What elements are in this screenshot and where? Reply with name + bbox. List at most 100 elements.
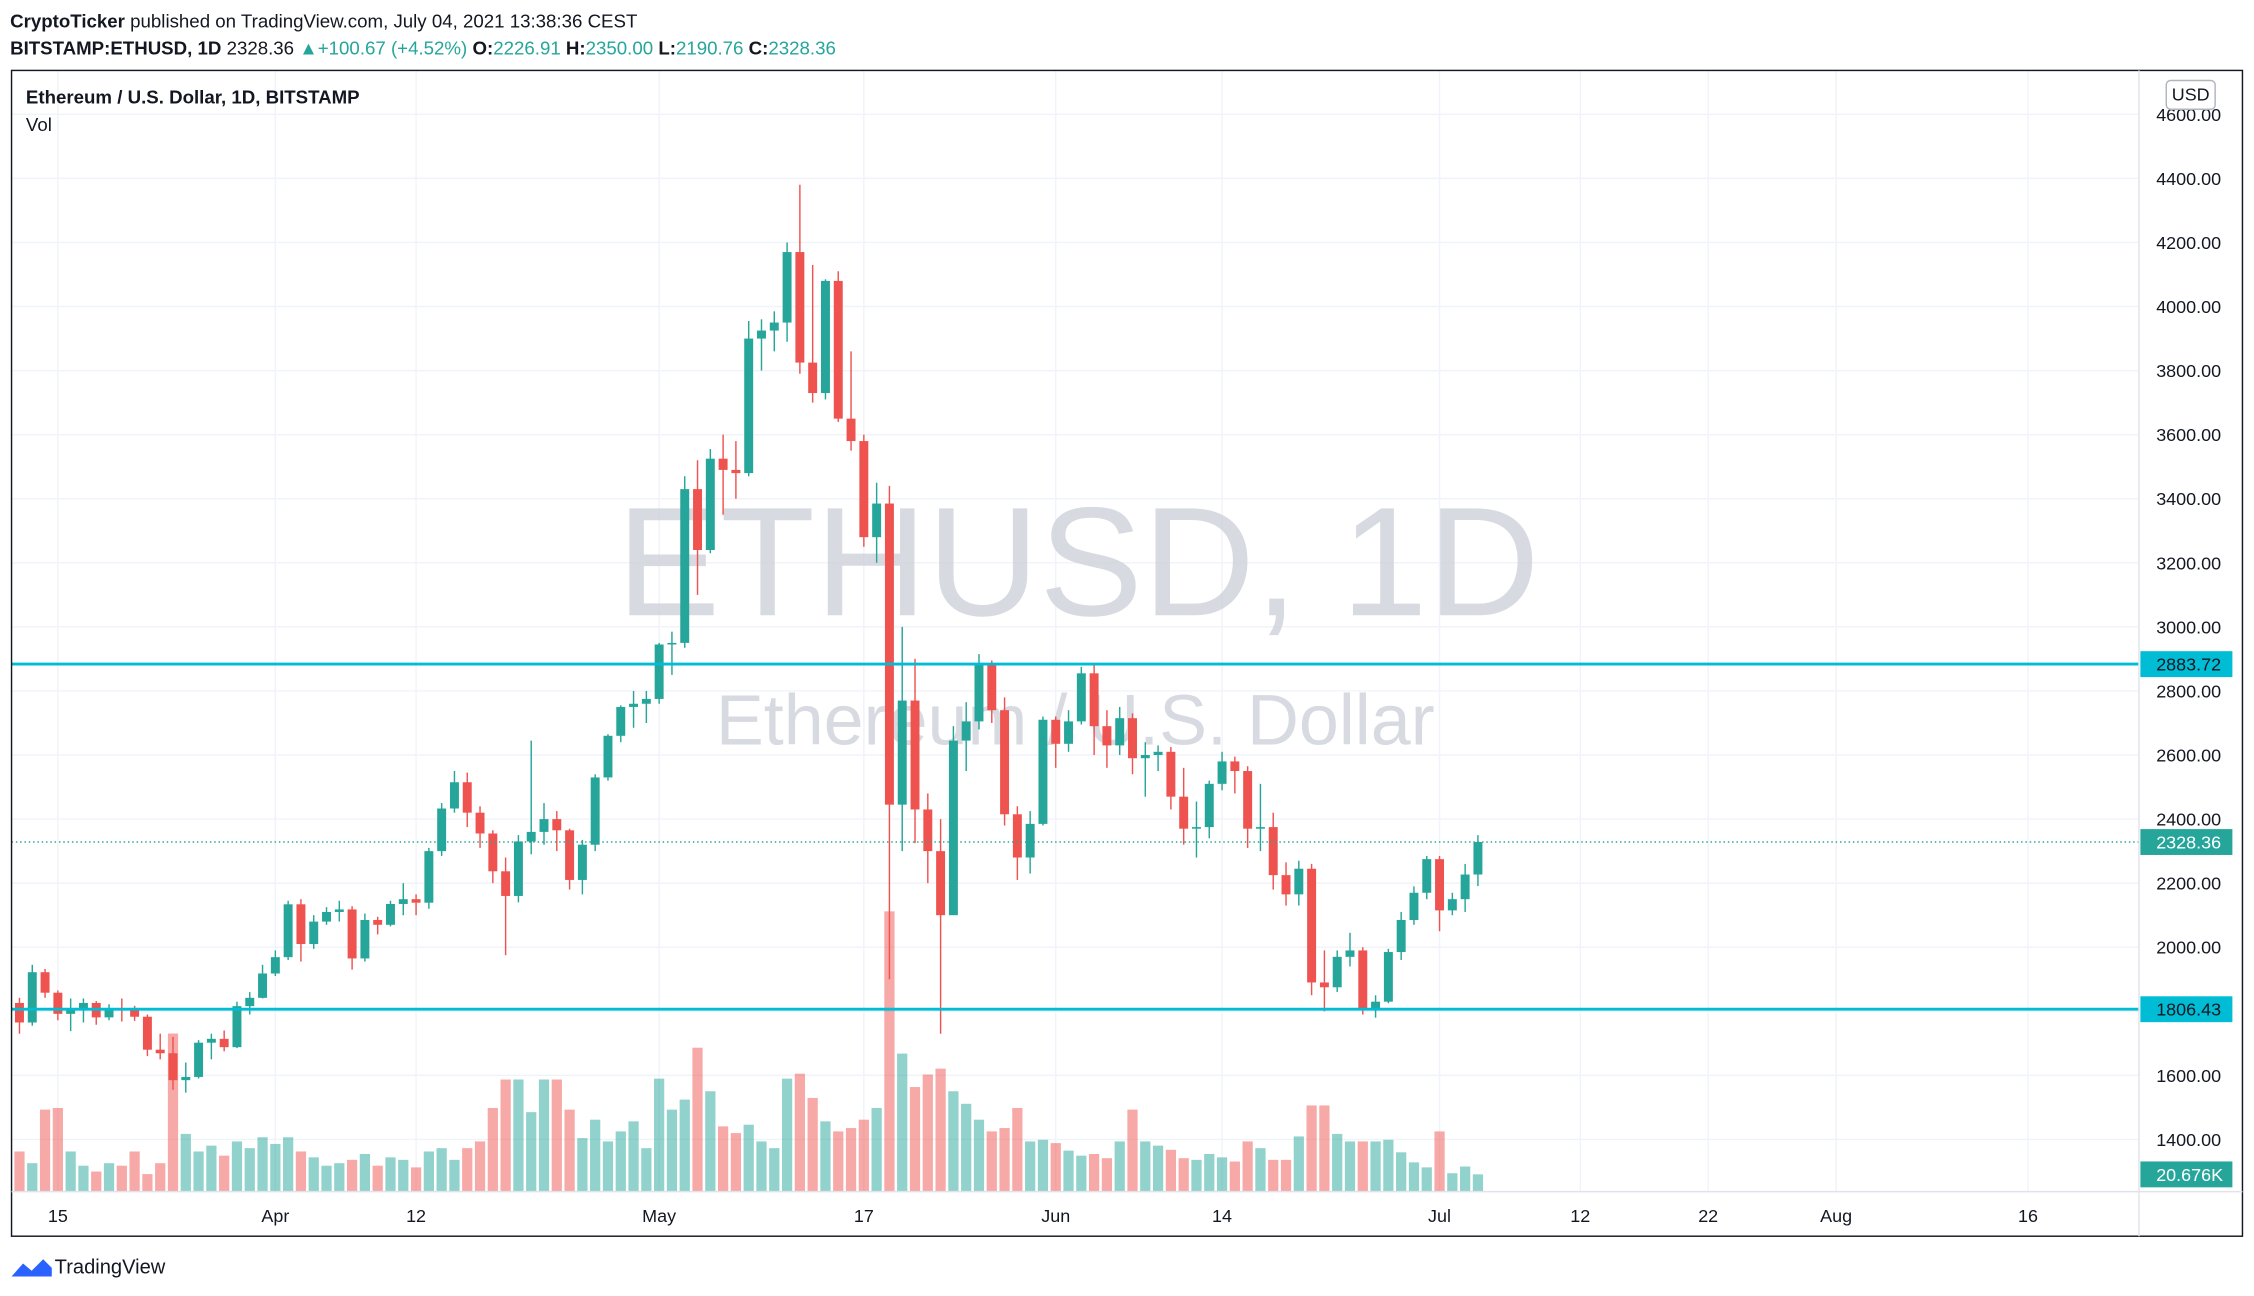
candle-body (808, 362, 818, 394)
volume-bar (1255, 1148, 1266, 1192)
candle-body (1000, 710, 1010, 815)
volume-bar (27, 1163, 38, 1192)
candle-body (1153, 751, 1163, 756)
price-label: 2883.72 (2156, 655, 2221, 675)
candle-body (936, 851, 946, 916)
candle-body (462, 782, 472, 813)
volume-label-box (2140, 1161, 2233, 1188)
candle-body (373, 919, 383, 925)
candle-body (948, 740, 958, 916)
volume-bar (206, 1145, 217, 1192)
volume-bar (730, 1133, 742, 1192)
published: published on TradingView.com, July 04, 2… (130, 10, 637, 31)
volume-bar (257, 1137, 268, 1192)
y-tick-label: 4200.00 (2156, 233, 2221, 253)
volume-bar (1357, 1141, 1368, 1192)
volume-bar (283, 1137, 294, 1192)
candle-body (910, 700, 920, 810)
volume-bar (423, 1151, 434, 1192)
candle-body (590, 777, 600, 845)
o-label: O: (472, 38, 493, 59)
volume-bar (1280, 1159, 1292, 1192)
candle-body (181, 1076, 191, 1081)
candle-body (1217, 761, 1227, 784)
candle-body (577, 844, 587, 880)
logo: TradingView (11, 1257, 166, 1279)
volume-bar (973, 1119, 985, 1192)
candle-body (360, 919, 370, 959)
volume-bar (948, 1091, 959, 1192)
candle-body (245, 997, 255, 1007)
volume-bar (1050, 1143, 1061, 1192)
candle-body (667, 642, 677, 645)
volume-bar (231, 1141, 243, 1192)
y-tick-label: 2200.00 (2156, 874, 2221, 894)
volume-bar (180, 1133, 191, 1192)
volume-bar (1293, 1136, 1304, 1192)
volume-bar (897, 1053, 908, 1192)
candle-body (641, 698, 651, 704)
candle-body (1076, 673, 1086, 722)
candle-body (884, 503, 894, 805)
last-price-label: 2328.36 (2156, 832, 2221, 852)
volume-bar (513, 1079, 524, 1192)
candle-body (1064, 721, 1074, 744)
volume-bar (1178, 1158, 1189, 1192)
volume-bar (1434, 1131, 1445, 1192)
volume-bar (526, 1112, 537, 1192)
header-line-1: CryptoTicker published on TradingView.co… (10, 10, 637, 31)
candle-body (1409, 892, 1419, 920)
candle-body (475, 812, 485, 834)
y-tick-label: 3600.00 (2156, 425, 2221, 445)
volume-bar (219, 1155, 230, 1192)
candle-body (1012, 814, 1022, 858)
volume-bar (538, 1079, 550, 1192)
candle-body (769, 322, 779, 331)
y-tick-label: 3200.00 (2156, 553, 2221, 573)
symbol: BITSTAMP:ETHUSD, 1D (10, 38, 221, 59)
candle-body (424, 851, 434, 903)
candle-body (539, 819, 549, 832)
volume-bar (91, 1171, 102, 1192)
candle-body (552, 819, 562, 831)
y-tick-label: 2000.00 (2156, 938, 2221, 958)
candle-body (40, 972, 50, 993)
price-label-box (2140, 996, 2233, 1023)
volume-bar (845, 1128, 857, 1192)
l-value: 2190.76 (676, 38, 744, 59)
volume-bar (295, 1151, 307, 1192)
y-tick-label: 4000.00 (2156, 297, 2221, 317)
volume-bar (820, 1121, 831, 1192)
volume-bar (1191, 1159, 1202, 1192)
candle-body (1243, 771, 1253, 829)
candle-body (1460, 874, 1470, 900)
y-tick-label: 2600.00 (2156, 745, 2221, 765)
volume-bar (577, 1138, 588, 1192)
candle-body (1294, 868, 1304, 895)
candle-body (1268, 827, 1278, 876)
volume-bar (116, 1165, 127, 1192)
candle-body (1255, 827, 1265, 829)
volume-bar (858, 1119, 869, 1192)
legend-volume: Vol (26, 114, 52, 135)
last-price: 2328.36 (227, 38, 295, 59)
candle-body (629, 703, 639, 707)
volume-bar (692, 1047, 703, 1192)
volume-bar (999, 1128, 1010, 1192)
volume-bar (1319, 1105, 1330, 1192)
volume-bar (167, 1033, 179, 1192)
volume-bar (410, 1167, 422, 1192)
volume-bar (244, 1148, 255, 1192)
candle-body (347, 909, 357, 959)
volume-bar (1332, 1133, 1343, 1192)
candle-body (437, 808, 447, 852)
volume-bar (1076, 1155, 1087, 1192)
candle-body (309, 921, 319, 945)
candle-body (1230, 761, 1240, 772)
candle-body (283, 904, 293, 958)
brand: TradingView (55, 1257, 166, 1279)
volume-bar (551, 1079, 562, 1192)
volume-bar (487, 1107, 498, 1192)
l-label: L: (658, 38, 676, 59)
